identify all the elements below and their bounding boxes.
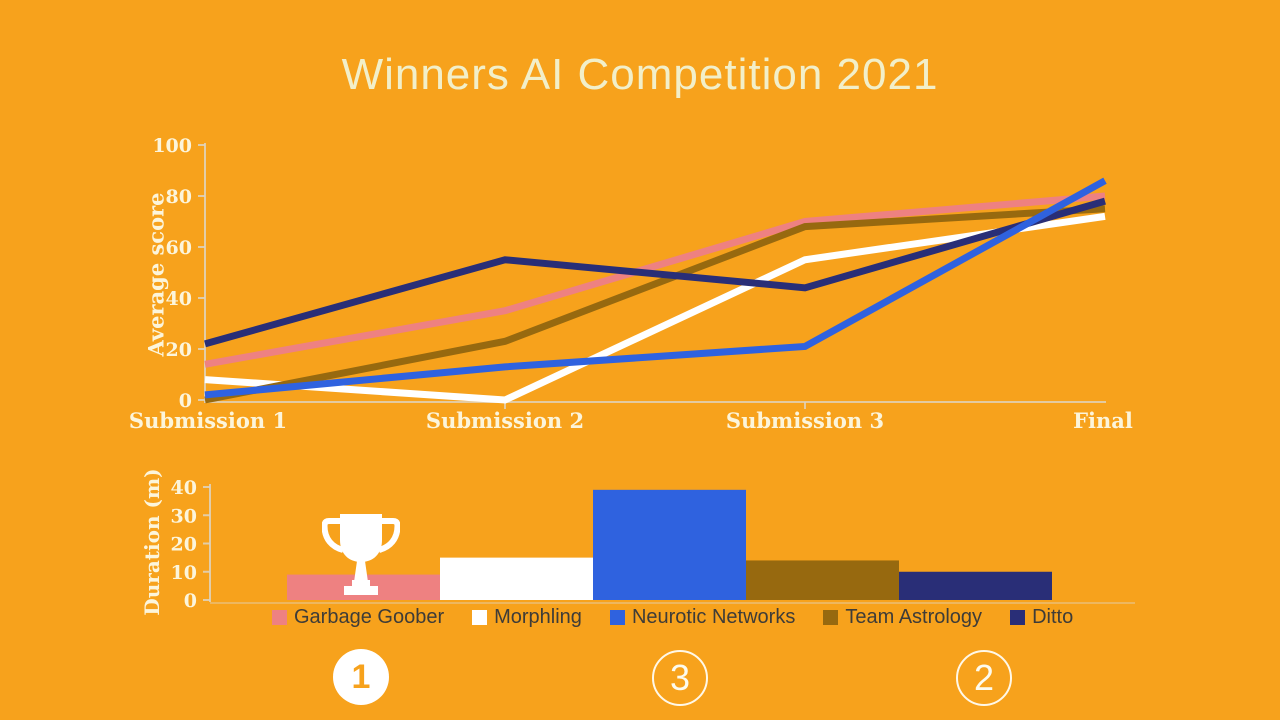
x-category-label-submission-3: Submission 3 [725, 408, 885, 433]
page-title: Winners AI Competition 2021 [341, 50, 939, 99]
line-chart-y-tick-label: 100 [152, 135, 192, 157]
line-chart-y-tick-label: 20 [166, 339, 192, 361]
bar-chart-y-tick-label: 10 [171, 562, 197, 584]
legend-label: Morphling [494, 606, 582, 628]
legend-swatch-morphling [472, 610, 488, 625]
legend-item-team-astrology: Team Astrology [823, 606, 982, 629]
legend-item-morphling: Morphling [472, 606, 582, 629]
legend-item-garbage-goober: Garbage Goober [272, 606, 444, 629]
x-category-label-final: Final [1073, 408, 1133, 433]
line-chart-y-tick-label: 0 [179, 390, 192, 412]
legend-swatch-neurotic-networks [609, 610, 625, 625]
x-category-label-submission-2: Submission 2 [425, 408, 585, 433]
legend-label: Team Astrology [845, 606, 983, 628]
rank-badge-third-place: 3 [652, 650, 708, 706]
legend-swatch-garbage-goober [272, 610, 287, 625]
rank-badge-first-place: 1 [333, 649, 389, 705]
legend-label: Neurotic Networks [631, 606, 796, 628]
legend-label: Garbage Goober [294, 606, 445, 628]
bar-ditto [899, 571, 1052, 600]
bar-team-astrology [746, 560, 899, 600]
bar-chart-y-axis-title: Duration (m) [140, 468, 164, 616]
legend-item-neurotic-networks: Neurotic Networks [609, 606, 796, 629]
line-chart-y-tick-label: 40 [166, 288, 192, 310]
trophy-icon [322, 514, 400, 595]
bar-chart-y-tick-label: 20 [171, 534, 197, 556]
bar-chart-y-tick-label: 40 [171, 477, 197, 499]
series-line-ditto [204, 197, 1106, 348]
bar-neurotic-networks [593, 489, 746, 600]
x-category-label-submission-1: Submission 1 [128, 408, 288, 433]
bar-chart-y-tick-label: 30 [171, 505, 197, 527]
series-line-garbage-goober [204, 192, 1106, 368]
legend-swatch-team-astrology [823, 610, 839, 625]
series-line-team-astrology [204, 205, 1106, 404]
bar-chart-y-tick-label: 0 [184, 590, 197, 612]
line-chart-y-tick-label: 60 [166, 237, 192, 259]
legend: Garbage Goober Morphling Neurotic Networ… [272, 606, 1073, 629]
rank-badge-second-place: 2 [956, 650, 1012, 706]
series-line-morphling [204, 212, 1106, 404]
series-line-neurotic-networks [204, 177, 1107, 399]
bar-morphling [440, 557, 593, 600]
line-chart-y-tick-label: 80 [166, 186, 192, 208]
legend-swatch-ditto [1010, 610, 1026, 625]
legend-item-ditto: Ditto [1010, 606, 1073, 629]
legend-label: Ditto [1032, 606, 1074, 628]
